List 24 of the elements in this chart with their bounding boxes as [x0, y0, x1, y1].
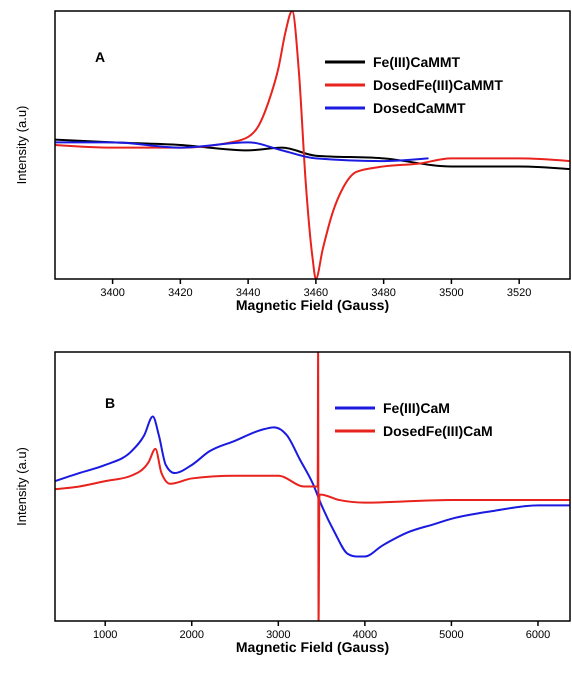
- x-tick-label: 5000: [439, 629, 464, 641]
- legend-label: Fe(III)CaMMT: [373, 54, 461, 70]
- x-tick-label: 3520: [506, 287, 532, 299]
- x-tick-label: 3000: [266, 629, 291, 641]
- x-tick-label: 4000: [352, 629, 378, 641]
- y-axis-title: Intensity (a.u): [14, 447, 29, 526]
- x-tick-label: 1000: [92, 629, 118, 641]
- legend-label: Fe(III)CaM: [383, 400, 450, 416]
- annotation: B: [105, 395, 116, 411]
- y-axis-title: Intensity (a.u): [14, 106, 29, 184]
- legend-label: DosedFe(III)CaMMT: [373, 77, 504, 93]
- x-tick-label: 3400: [100, 287, 125, 299]
- x-axis-title: Magnetic Field (Gauss): [236, 297, 390, 313]
- legend-label: DosedFe(III)CaM: [383, 423, 493, 439]
- legend-label: DosedCaMMT: [373, 100, 466, 116]
- x-tick-label: 3500: [439, 287, 464, 299]
- x-tick-label: 6000: [526, 629, 550, 641]
- annotation: A: [95, 49, 106, 65]
- x-tick-label: 2000: [180, 629, 204, 641]
- x-tick-label: 3460: [304, 287, 328, 299]
- x-axis-title: Magnetic Field (Gauss): [236, 639, 390, 655]
- x-tick-label: 3420: [168, 287, 193, 299]
- x-tick-label: 3440: [236, 287, 260, 299]
- x-tick-label: 3480: [371, 287, 396, 299]
